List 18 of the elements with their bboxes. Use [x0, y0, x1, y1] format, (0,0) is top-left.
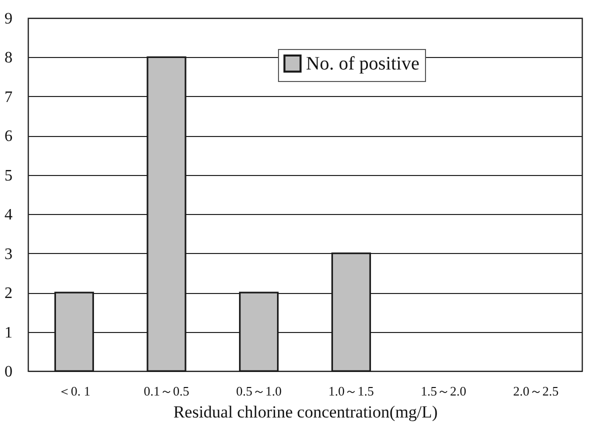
y-tick-label: 6 [4, 128, 12, 146]
y-tick-label: 8 [4, 50, 12, 67]
y-tick-label: 0 [4, 364, 12, 380]
legend-label: No. of positive [306, 54, 420, 74]
x-tick-label: ＜0. 1 [58, 384, 90, 398]
x-tick-label: 0.1～0.5 [144, 384, 190, 398]
y-tick-label: 2 [4, 285, 12, 302]
y-tick-label: 1 [4, 324, 12, 342]
x-tick-label: 1.0～1.5 [328, 384, 374, 398]
y-tick-label: 4 [4, 206, 12, 224]
x-tick-label: 0.5～1.0 [236, 384, 282, 398]
y-tick-label: 5 [4, 167, 12, 184]
x-axis-title: Residual chlorine concentration(mg/L) [173, 402, 438, 422]
y-tick-label: 3 [4, 246, 12, 263]
y-tick-label: 9 [4, 10, 12, 28]
x-tick-label: 2.0～2.5 [513, 384, 559, 398]
x-tick-label: 1.5～2.0 [420, 384, 466, 398]
y-tick-label: 7 [4, 88, 12, 106]
